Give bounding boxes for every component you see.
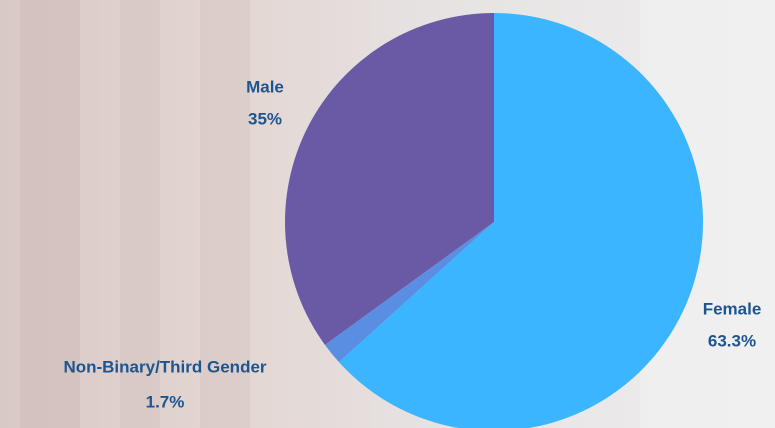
- slice-label: Non-Binary/Third Gender: [63, 357, 266, 376]
- slice-value-label: 63.3%: [708, 331, 756, 350]
- slice-label: Female: [703, 299, 762, 318]
- slice-value-label: 35%: [248, 109, 282, 128]
- page: Female 63.3% Non-Binary/Third Gender 1.7% Ma…: [0, 0, 775, 428]
- slice-value-label: 1.7%: [146, 392, 185, 411]
- chart: Female 63.3% Non-Binary/Third Gender 1.7% Ma…: [0, 0, 775, 428]
- slice-label: Male: [246, 77, 284, 96]
